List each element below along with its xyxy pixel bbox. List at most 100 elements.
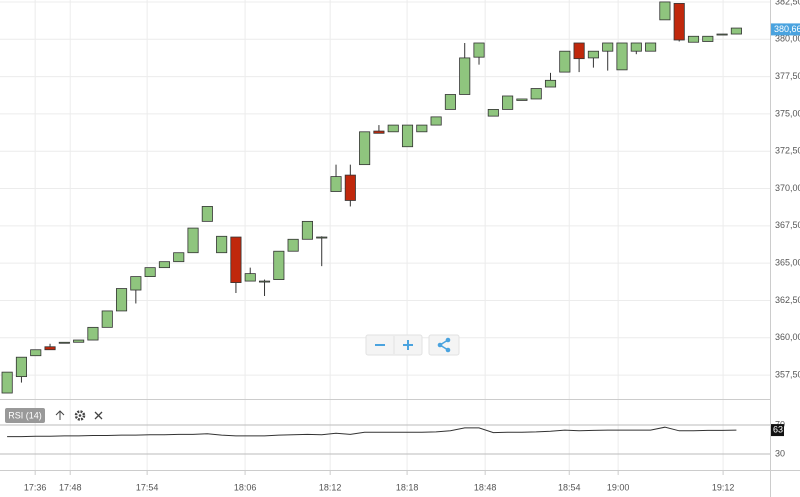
x-tick-label: 18:06 (234, 482, 257, 492)
candle (373, 125, 385, 134)
candle (716, 33, 728, 36)
y-tick-label: 357,50 (775, 369, 800, 379)
candle (702, 35, 714, 42)
candle-body (15, 356, 27, 378)
candle (87, 326, 99, 341)
candle-body (473, 42, 485, 58)
candle-body (244, 273, 256, 282)
candle (630, 42, 642, 55)
candle (473, 42, 485, 65)
candle-body (716, 33, 728, 36)
candle-body (330, 176, 342, 192)
candle-body (130, 276, 142, 291)
gear-icon (78, 414, 82, 417)
zoom-in-button[interactable] (403, 340, 413, 350)
x-tick-label: 18:12 (319, 482, 342, 492)
candle-body (459, 57, 471, 95)
candle-body (373, 130, 385, 134)
candle-body (1, 371, 13, 394)
candle (316, 236, 328, 267)
candle (30, 349, 42, 357)
candle-body (630, 42, 642, 52)
x-tick-label: 18:54 (558, 482, 581, 492)
candle (144, 267, 156, 277)
candle (15, 356, 27, 383)
candle (401, 124, 414, 148)
candle (73, 339, 85, 343)
close-icon (94, 411, 103, 420)
candle-body (559, 50, 571, 73)
candle-body (359, 131, 371, 166)
candle-body (173, 252, 185, 263)
settings-button[interactable] (74, 410, 86, 421)
candle (530, 88, 542, 100)
candle (130, 276, 142, 304)
candle (201, 206, 213, 222)
candle (101, 310, 113, 328)
y-tick-label: 367,50 (775, 220, 800, 230)
zoom-controls (365, 334, 460, 356)
candle (344, 164, 356, 207)
y-tick-label: 382,50 (775, 0, 800, 6)
candle-body (187, 227, 199, 254)
candle (115, 288, 128, 312)
x-tick-label: 19:00 (607, 482, 630, 492)
candle (544, 72, 557, 88)
candle (287, 238, 299, 252)
move-up-button[interactable] (55, 410, 65, 420)
candle-body (30, 349, 42, 357)
rsi-last-box (771, 424, 784, 437)
candle-body (502, 95, 514, 110)
candle (359, 131, 371, 166)
candle (216, 235, 228, 254)
candle (573, 42, 585, 73)
candle-body (430, 116, 442, 126)
rsi-controls: RSI (14) (5, 408, 103, 423)
candle (301, 220, 313, 240)
candle-body (673, 3, 685, 41)
candle (387, 124, 399, 133)
candle (444, 94, 456, 110)
candle-body (201, 206, 213, 222)
candle (459, 42, 471, 95)
candle-body (416, 124, 428, 133)
candle (602, 42, 614, 71)
candle-body (230, 236, 242, 283)
candle-body (73, 339, 85, 343)
candle (730, 27, 742, 35)
candle-body (87, 326, 99, 341)
candle (330, 164, 342, 192)
candle-body (316, 236, 328, 239)
last-price-box (771, 23, 800, 36)
candle (645, 42, 657, 52)
share-button[interactable] (428, 334, 460, 356)
candle-body (144, 267, 156, 277)
candle-body (687, 35, 700, 43)
candle (244, 267, 256, 282)
candle-body (101, 310, 113, 328)
candle-body (602, 42, 614, 52)
candle-body (158, 261, 170, 269)
gear-icon (74, 410, 86, 421)
candle (1, 371, 13, 394)
candle (516, 98, 528, 101)
candle-body (659, 1, 671, 21)
candle (158, 261, 170, 269)
share-box (428, 334, 460, 356)
remove-button[interactable] (94, 411, 103, 420)
y-tick-label: 372,50 (775, 146, 800, 156)
x-tick-label: 18:18 (396, 482, 419, 492)
candle-body (287, 238, 299, 252)
candle-body (273, 250, 285, 280)
candle-body (387, 124, 399, 133)
candle (430, 116, 442, 126)
candle (258, 279, 271, 297)
rsi-label-box[interactable] (5, 408, 45, 423)
candle (616, 42, 628, 71)
arrow-icon (55, 410, 65, 420)
candle-body (401, 124, 414, 148)
x-tick-label: 17:36 (24, 482, 47, 492)
x-tick-label: 17:54 (136, 482, 159, 492)
rsi-line (7, 426, 737, 438)
candle-body (487, 109, 499, 117)
